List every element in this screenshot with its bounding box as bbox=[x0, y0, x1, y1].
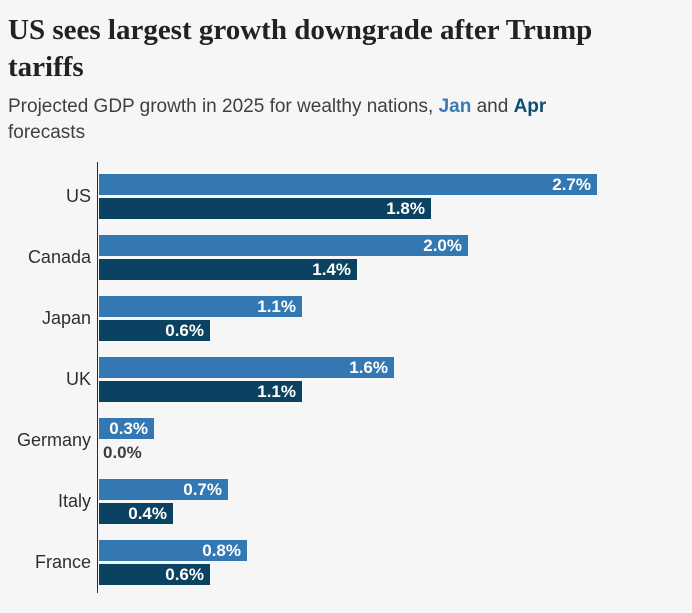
bar-chart: US 2.7% 1.8% Canada 2.0% 1.4% Japan 1.1% 0.6% UK 1… bbox=[8, 161, 682, 593]
chart-row: France 0.8% 0.6% bbox=[8, 539, 682, 585]
bar-pair: 0.7% 0.4% bbox=[99, 478, 682, 524]
category-label: UK bbox=[65, 368, 91, 389]
bar-jan: 1.1% bbox=[99, 295, 302, 317]
subtitle-prefix: Projected GDP growth in 2025 for wealthy… bbox=[8, 96, 439, 118]
chart-row: Italy 0.7% 0.4% bbox=[8, 478, 682, 524]
bar-pair: 0.8% 0.6% bbox=[99, 539, 682, 585]
bar-value-label: 0.8% bbox=[202, 540, 241, 560]
bar-value-label: 0.0% bbox=[103, 442, 142, 462]
bar-value-label: 1.4% bbox=[312, 259, 351, 279]
legend-apr-label: Apr bbox=[513, 96, 547, 118]
chart-rows: US 2.7% 1.8% Canada 2.0% 1.4% Japan 1.1% 0.6% UK 1… bbox=[8, 173, 682, 585]
bar-apr: 1.8% bbox=[99, 197, 431, 219]
category-label: Germany bbox=[16, 429, 91, 450]
bar-jan: 0.8% bbox=[99, 539, 247, 561]
bar-value-label: 0.6% bbox=[165, 564, 204, 584]
bar-value-label: 0.6% bbox=[165, 320, 204, 340]
chart-row: Canada 2.0% 1.4% bbox=[8, 234, 682, 280]
bar-apr: 1.4% bbox=[99, 258, 357, 280]
bar-jan: 0.3% bbox=[99, 417, 154, 439]
chart-title: US sees largest growth downgrade after T… bbox=[8, 12, 682, 85]
category-label: France bbox=[34, 551, 91, 572]
bar-value-label: 2.7% bbox=[552, 174, 591, 194]
bar-pair: 0.3% 0.0% bbox=[99, 417, 682, 463]
chart-subtitle: Projected GDP growth in 2025 for wealthy… bbox=[8, 94, 682, 146]
bar-jan: 0.7% bbox=[99, 478, 228, 500]
chart-row: Germany 0.3% 0.0% bbox=[8, 417, 682, 463]
bar-pair: 2.7% 1.8% bbox=[99, 173, 682, 219]
category-label: Canada bbox=[27, 246, 91, 267]
bar-pair: 1.6% 1.1% bbox=[99, 356, 682, 402]
bar-apr: 0.6% bbox=[99, 563, 210, 585]
category-label: Italy bbox=[57, 490, 91, 511]
chart-row: Japan 1.1% 0.6% bbox=[8, 295, 682, 341]
legend-jan-label: Jan bbox=[438, 96, 472, 118]
category-label: Japan bbox=[41, 307, 91, 328]
subtitle-suffix: forecasts bbox=[8, 121, 86, 143]
bar-jan: 2.0% bbox=[99, 234, 468, 256]
bar-value-label: 0.4% bbox=[128, 503, 167, 523]
bar-apr: 0.4% bbox=[99, 502, 173, 524]
chart-title-line2: tariffs bbox=[8, 50, 84, 83]
bar-jan: 1.6% bbox=[99, 356, 394, 378]
subtitle-mid: and bbox=[471, 96, 514, 118]
bar-jan: 2.7% bbox=[99, 173, 597, 195]
bar-apr: 1.1% bbox=[99, 380, 302, 402]
bar-value-label: 1.1% bbox=[257, 381, 296, 401]
bar-value-label: 2.0% bbox=[423, 235, 462, 255]
y-axis-line bbox=[97, 161, 98, 593]
bar-pair: 2.0% 1.4% bbox=[99, 234, 682, 280]
chart-row: US 2.7% 1.8% bbox=[8, 173, 682, 219]
bar-apr: 0.6% bbox=[99, 319, 210, 341]
category-label: US bbox=[65, 185, 91, 206]
bar-value-label: 1.8% bbox=[386, 198, 425, 218]
bar-value-label: 1.6% bbox=[349, 357, 388, 377]
bar-value-label: 0.3% bbox=[109, 418, 148, 438]
bar-value-label: 1.1% bbox=[257, 296, 296, 316]
chart-title-line1: US sees largest growth downgrade after T… bbox=[8, 14, 593, 46]
chart-row: UK 1.6% 1.1% bbox=[8, 356, 682, 402]
bar-value-label: 0.7% bbox=[183, 479, 222, 499]
bar-pair: 1.1% 0.6% bbox=[99, 295, 682, 341]
